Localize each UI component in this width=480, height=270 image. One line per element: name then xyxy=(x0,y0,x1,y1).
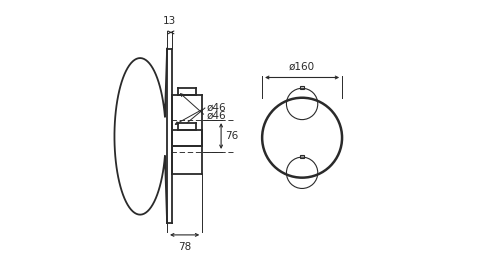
Text: ø46: ø46 xyxy=(207,110,227,120)
Bar xyxy=(300,86,304,89)
Text: ø160: ø160 xyxy=(289,62,315,72)
Text: 78: 78 xyxy=(178,242,191,252)
Text: 76: 76 xyxy=(225,131,239,141)
Text: 13: 13 xyxy=(163,16,176,26)
Bar xyxy=(300,155,304,158)
Text: ø46: ø46 xyxy=(206,103,226,113)
